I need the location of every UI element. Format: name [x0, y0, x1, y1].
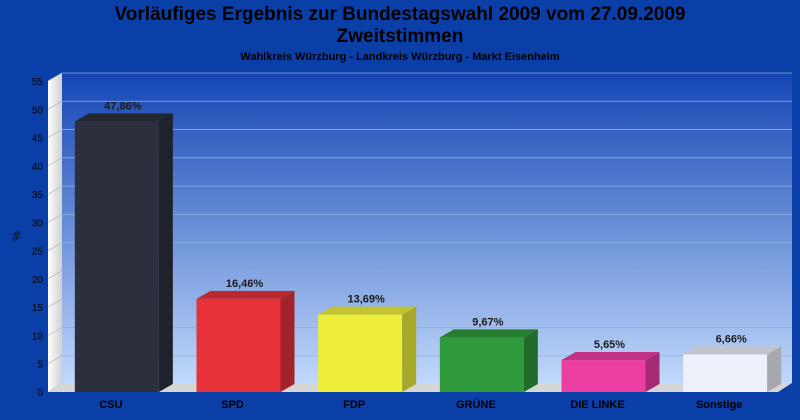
gridline-wall	[47, 298, 63, 308]
y-tick-label: 5	[37, 360, 43, 371]
y-tick-label: 10	[32, 331, 44, 342]
gridline-wall	[47, 72, 63, 82]
bar-sonstige	[683, 346, 782, 392]
y-axis: 0 5 10 15 20 25 30 35 40 45 50 55	[32, 77, 44, 399]
y-tick-label: 30	[32, 218, 44, 229]
data-label: 6,66%	[716, 333, 747, 345]
bar-csu	[74, 113, 173, 393]
plot-background	[62, 73, 792, 383]
gridline-wall	[47, 327, 63, 336]
bar-front	[74, 121, 159, 393]
grid-lines	[47, 72, 792, 365]
x-tick-label: SPD	[221, 399, 244, 411]
chart-title-line-2: Zweitstimmen	[336, 26, 464, 47]
bar-spd	[196, 290, 295, 392]
bar-side	[645, 352, 660, 392]
data-label: 5,65%	[594, 339, 625, 351]
y-tick-label: 40	[32, 162, 44, 173]
data-label: 47,86%	[104, 100, 142, 112]
bar-top	[318, 306, 417, 315]
x-tick-label: DIE LINKE	[570, 399, 624, 411]
y-tick-label: 50	[32, 105, 44, 116]
data-label: 16,46%	[226, 278, 264, 290]
bar-top	[196, 290, 295, 299]
bar-top	[561, 352, 660, 361]
gridline-wall	[47, 355, 63, 365]
bar-top	[439, 329, 538, 338]
gridline-wall	[47, 100, 63, 110]
y-axis-label: %	[11, 231, 23, 241]
bar-side	[402, 306, 417, 392]
gridline-wall	[47, 157, 63, 167]
bar-side	[767, 346, 782, 392]
bar-front	[318, 314, 403, 392]
bar-front	[196, 298, 281, 392]
y-tick-label: 55	[32, 77, 44, 88]
chart-subtitle: Wahlkreis Würzburg - Landkreis Würzburg …	[240, 51, 560, 63]
chart-title-block: Vorläufiges Ergebnis zur Bundestagswahl …	[0, 4, 800, 63]
labels: 47,86% CSU 16,46% SPD 13,69% FDP 9,67% GRÜNE 5,6…	[99, 100, 747, 411]
y-tick-label: 20	[32, 275, 44, 286]
bar-side	[523, 329, 538, 392]
gridline-wall	[47, 129, 63, 138]
bar-front	[439, 337, 524, 392]
gridline-wall	[47, 242, 63, 251]
gridline-wall	[47, 270, 63, 280]
x-tick-label: FDP	[343, 399, 365, 411]
x-tick-label: CSU	[99, 399, 122, 411]
gridline-wall	[47, 214, 63, 223]
bar-side	[158, 113, 173, 393]
bars	[74, 113, 782, 393]
data-label: 9,67%	[472, 316, 503, 328]
bar-front	[683, 354, 768, 392]
bar-side	[280, 290, 295, 392]
bar-fdp	[318, 306, 417, 392]
chart-title: Vorläufiges Ergebnis zur Bundestagswahl …	[114, 4, 686, 25]
bar-top	[74, 113, 173, 122]
bar-grüne	[439, 329, 538, 392]
y-tick-label: 25	[32, 247, 44, 258]
x-tick-label: Sonstige	[696, 399, 742, 411]
y-tick-label: 15	[32, 303, 44, 314]
bar-top	[683, 346, 782, 355]
gridline-wall	[47, 185, 63, 195]
bar-front	[561, 360, 646, 392]
plot-left-wall	[48, 73, 62, 392]
x-tick-label: GRÜNE	[456, 398, 496, 411]
y-tick-label: 45	[32, 134, 44, 145]
y-tick-label: 0	[37, 388, 43, 399]
bar-die-linke	[561, 352, 660, 392]
data-label: 13,69%	[348, 294, 386, 306]
y-tick-label: 35	[32, 190, 44, 201]
